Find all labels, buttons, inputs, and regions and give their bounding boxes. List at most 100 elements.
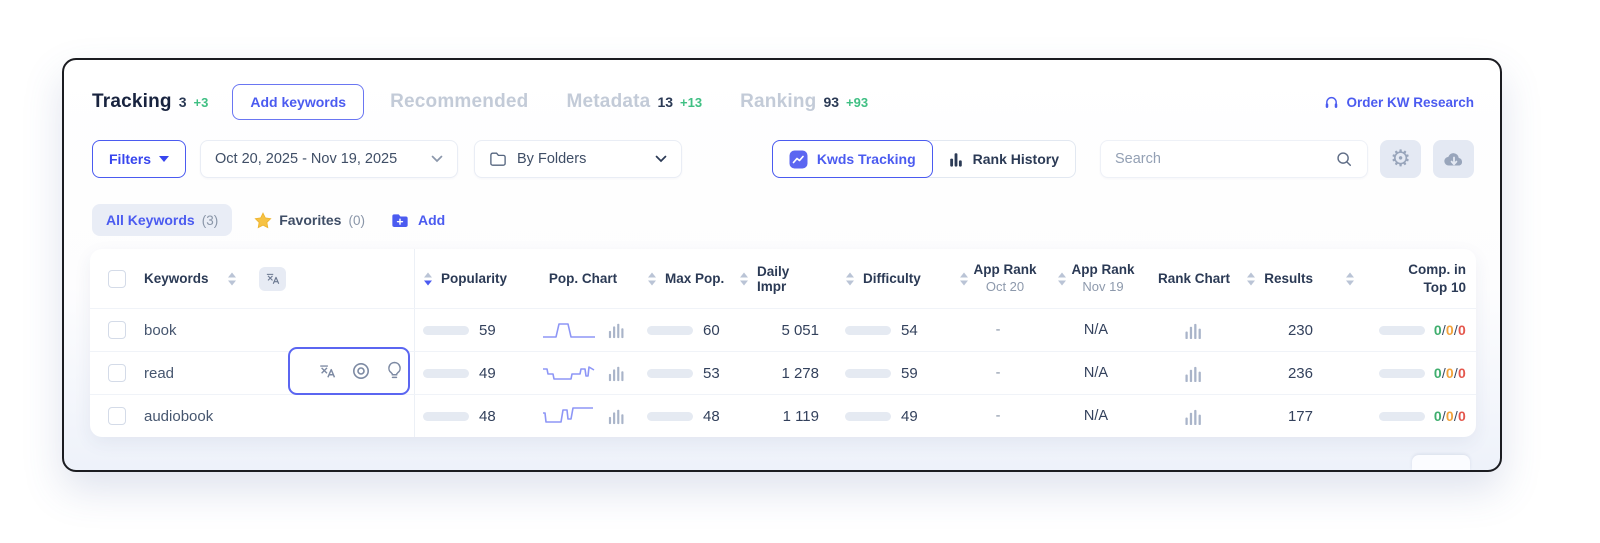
header-popularity[interactable]: Popularity [415, 249, 527, 308]
bottom-widget-tab[interactable] [1412, 455, 1470, 470]
sort-icon[interactable] [1246, 272, 1256, 286]
nav-tab-ranking[interactable]: Ranking 93 +93 [740, 91, 868, 113]
sort-icon[interactable] [1057, 272, 1067, 286]
header-difficulty[interactable]: Difficulty [837, 249, 949, 308]
nav-tracking-count: 3 [178, 94, 187, 110]
header-app-rank-oct[interactable]: App Rank Oct 20 [949, 249, 1047, 308]
nav-tab-tracking[interactable]: Tracking 3 +3 [92, 91, 208, 113]
difficulty-value: 49 [901, 407, 918, 425]
header-keywords: Keywords [90, 249, 415, 308]
table-row[interactable]: book 59 60 5 051 5 [90, 308, 1476, 351]
header-app-rank-nov[interactable]: App Rank Nov 19 [1047, 249, 1145, 308]
daily-impr-value: 1 119 [782, 407, 819, 425]
translate-keywords-button[interactable] [258, 266, 286, 291]
keywords-table: Keywords [90, 249, 1476, 437]
header-pop-chart: Pop. Chart [527, 249, 639, 308]
app-window: Tracking 3 +3 Add keywords Recommended M… [62, 58, 1502, 472]
row-checkbox[interactable] [108, 321, 126, 339]
sort-icon[interactable] [959, 272, 969, 286]
search-input[interactable] [1115, 151, 1315, 167]
nav-tab-metadata[interactable]: Metadata 13 +13 [566, 91, 702, 113]
row-checkbox[interactable] [108, 364, 126, 382]
select-all-checkbox[interactable] [108, 269, 126, 288]
keyword-cell: read [144, 364, 175, 382]
keyword-tabs: All Keywords (3) Favorites (0) Add [64, 204, 1500, 236]
results-value: 177 [1287, 407, 1313, 425]
mini-bars-icon[interactable] [607, 407, 627, 425]
popularity-bar [423, 325, 469, 335]
nav-metadata-delta: +13 [680, 95, 703, 110]
max-pop-value: 60 [703, 321, 720, 339]
mini-bars-icon[interactable] [607, 321, 627, 339]
rank-chart-icon[interactable] [1183, 407, 1205, 426]
star-icon [254, 211, 272, 228]
view-toggle: Kwds Tracking Rank History [771, 140, 1076, 178]
order-kw-research-link[interactable]: Order KW Research [1323, 94, 1474, 111]
nav-tab-recommended[interactable]: Recommended [390, 91, 528, 113]
add-keywords-button[interactable]: Add keywords [232, 84, 365, 120]
rank-chart-icon[interactable] [1183, 364, 1205, 383]
header-keywords-label: Keywords [144, 271, 209, 286]
row-checkbox[interactable] [108, 407, 126, 425]
add-folder-icon [392, 213, 408, 227]
nav-metadata-label: Metadata [566, 91, 651, 112]
header-app-rank-oct-line2: Oct 20 [985, 279, 1025, 295]
filters-button[interactable]: Filters [92, 140, 187, 178]
results-value: 230 [1287, 321, 1313, 339]
popularity-value: 49 [479, 364, 496, 382]
table-row[interactable]: read 49 53 1 278 5 [90, 351, 1476, 394]
tab-all-keywords[interactable]: All Keywords (3) [92, 204, 233, 236]
sort-icon[interactable] [423, 272, 433, 286]
settings-button[interactable]: ⚙ [1380, 140, 1421, 178]
folders-value: By Folders [517, 151, 587, 167]
rank-history-toggle[interactable]: Rank History [932, 141, 1075, 177]
sort-icon[interactable] [739, 272, 749, 286]
comp-value: 0/0/0 [1433, 408, 1466, 424]
tab-favorites[interactable]: Favorites (0) [254, 211, 365, 229]
nav-ranking-count: 93 [823, 94, 840, 110]
header-max-pop[interactable]: Max Pop. [639, 249, 739, 308]
translate-icon[interactable] [318, 362, 336, 380]
folder-icon [490, 152, 506, 166]
folders-select[interactable]: By Folders [474, 140, 683, 178]
headset-icon [1326, 96, 1338, 108]
header-pop-chart-label: Pop. Chart [548, 271, 618, 286]
eye-icon[interactable] [351, 361, 371, 381]
sort-icon[interactable] [1345, 272, 1355, 286]
nav-recommended-label: Recommended [390, 91, 529, 112]
header-max-pop-label: Max Pop. [665, 271, 725, 286]
top-nav: Tracking 3 +3 Add keywords Recommended M… [64, 60, 1500, 120]
bulb-icon[interactable] [386, 361, 403, 381]
app-rank-oct-value: - [995, 408, 1001, 424]
app-rank-nov-value: N/A [1083, 365, 1109, 381]
nav-ranking-delta: +93 [846, 95, 869, 110]
mini-bars-icon[interactable] [607, 364, 627, 382]
table-row[interactable]: audiobook 48 48 1 119 [90, 394, 1476, 437]
search-icon[interactable] [1335, 150, 1353, 168]
sort-icon[interactable] [227, 272, 237, 286]
header-daily-impr[interactable]: Daily Impr [739, 249, 837, 308]
sort-icon[interactable] [647, 272, 657, 286]
export-button[interactable] [1433, 140, 1474, 178]
daily-impr-value: 1 278 [781, 364, 819, 382]
kwds-tracking-toggle[interactable]: Kwds Tracking [771, 140, 933, 178]
date-range-select[interactable]: Oct 20, 2025 - Nov 19, 2025 [200, 140, 459, 178]
header-comp-top10[interactable]: Comp. in Top 10 [1341, 249, 1480, 308]
popularity-bar [423, 411, 469, 421]
header-results[interactable]: Results [1243, 249, 1341, 308]
header-results-label: Results [1264, 271, 1313, 286]
app-rank-oct-value: - [995, 365, 1001, 381]
header-daily-impr-label: Daily Impr [757, 263, 790, 294]
rank-chart-icon[interactable] [1183, 321, 1205, 340]
add-folder-button[interactable]: Add [391, 212, 445, 229]
header-popularity-label: Popularity [441, 271, 508, 286]
difficulty-bar [845, 325, 891, 335]
popularity-bar [423, 368, 469, 378]
bar-chart-icon [949, 152, 962, 167]
difficulty-bar [845, 411, 891, 421]
app-rank-nov-value: N/A [1083, 408, 1109, 424]
comp-bar [1378, 411, 1425, 421]
sort-icon[interactable] [845, 272, 855, 286]
popularity-sparkline [542, 366, 594, 380]
